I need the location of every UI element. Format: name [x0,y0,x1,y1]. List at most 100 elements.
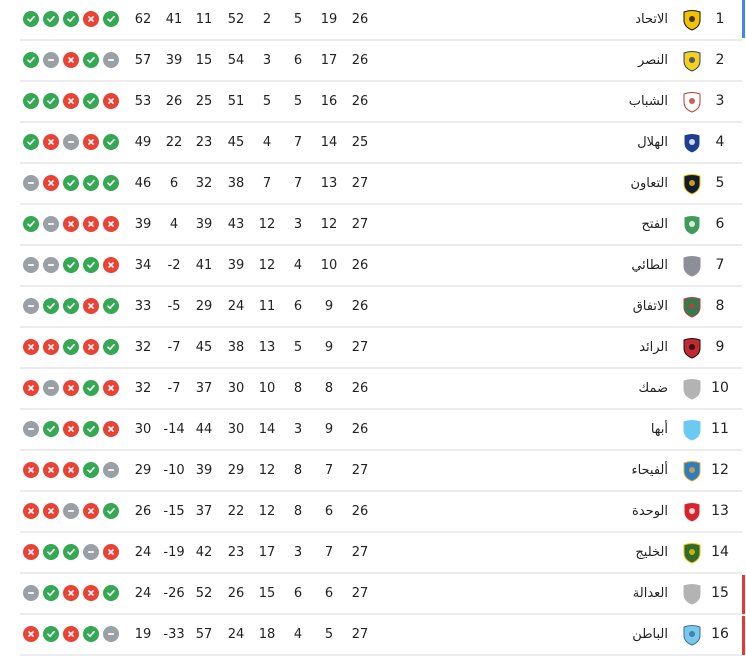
form-result-win [43,626,59,642]
team-name[interactable]: أبها [650,422,668,437]
gd-cell: -10 [163,463,185,478]
dash-icon [46,219,56,229]
form-result-win [23,52,39,68]
gf-cell: 51 [227,94,245,109]
played-cell: 26 [351,381,369,396]
team-name[interactable]: الشباب [628,94,668,109]
cross-icon [86,588,96,598]
cross-icon [26,506,36,516]
lost-cell: 18 [258,627,276,642]
lost-cell: 12 [258,217,276,232]
check-icon [106,137,116,147]
table-row[interactable]: 29 -10 39 29 12 8 7 27 ألفيحاء 12 [20,451,742,492]
drawn-cell: 8 [293,381,303,396]
won-cell: 12 [320,217,338,232]
table-row[interactable]: 30 -14 44 30 14 3 9 26 أبها 11 [20,410,742,451]
lost-cell: 2 [262,12,272,27]
relegation-zone-indicator [742,616,745,655]
check-icon [66,342,76,352]
table-row[interactable]: 53 26 25 51 5 5 16 26 الشباب 3 [20,82,742,123]
team-logo-icon [683,420,701,441]
form-result-draw [43,52,59,68]
cross-icon [46,137,56,147]
team-name[interactable]: النصر [638,53,668,68]
table-row[interactable]: 33 -5 29 24 11 6 9 26 الاتفاق 8 [20,287,742,328]
form-result-loss [103,421,119,437]
table-row[interactable]: 24 -26 52 26 15 6 6 27 العدالة 15 [20,574,742,615]
gf-cell: 29 [227,463,245,478]
team-name[interactable]: الاتفاق [632,299,668,314]
form-result-win [103,503,119,519]
team-logo-icon [683,10,701,31]
team-name[interactable]: الاتحاد [635,12,668,27]
form-result-loss [83,216,99,232]
form-result-draw [43,216,59,232]
team-name[interactable]: الخليج [635,545,668,560]
team-name[interactable]: الرائد [639,340,668,355]
table-row[interactable]: 32 -7 37 30 10 8 8 26 ضمك 10 [20,369,742,410]
cross-icon [46,178,56,188]
form-result-win [83,52,99,68]
table-row[interactable]: 32 -7 45 38 13 5 9 27 الرائد 9 [20,328,742,369]
form-result-win [63,257,79,273]
check-icon [26,14,36,24]
team-logo-icon [683,543,701,564]
cross-icon [46,506,56,516]
table-row[interactable]: 57 39 15 54 3 6 17 26 النصر 2 [20,41,742,82]
cross-icon [46,342,56,352]
cross-icon [26,629,36,639]
team-name[interactable]: الوحدة [632,504,668,519]
drawn-cell: 5 [293,94,303,109]
played-cell: 27 [351,176,369,191]
lost-cell: 14 [258,422,276,437]
form-result-win [43,544,59,560]
form-result-win [103,585,119,601]
team-logo-icon [683,584,701,605]
form-result-loss [63,421,79,437]
gf-cell: 22 [227,504,245,519]
drawn-cell: 3 [293,422,303,437]
table-row[interactable]: 19 -33 57 24 18 4 5 27 الباطن 16 [20,615,742,656]
form-result-draw [43,257,59,273]
points-cell: 49 [134,135,152,150]
team-name[interactable]: التعاون [630,176,668,191]
check-icon [66,178,76,188]
check-icon [106,178,116,188]
table-row[interactable]: 46 6 32 38 7 7 13 27 التعاون 5 [20,164,742,205]
played-cell: 26 [351,258,369,273]
table-row[interactable]: 34 -2 41 39 12 4 10 26 الطائي 7 [20,246,742,287]
team-name[interactable]: ألفيحاء [631,463,668,478]
table-row[interactable]: 24 -19 42 23 17 3 7 27 الخليج 14 [20,533,742,574]
team-name[interactable]: الهلال [637,135,668,150]
form-result-draw [63,134,79,150]
team-name[interactable]: الباطن [632,627,668,642]
drawn-cell: 4 [293,258,303,273]
form-result-loss [103,544,119,560]
team-name[interactable]: العدالة [632,586,668,601]
team-name[interactable]: الفتح [641,217,668,232]
rank: 12 [711,462,729,478]
table-row[interactable]: 26 -15 37 22 12 8 6 26 الوحدة 13 [20,492,742,533]
lost-cell: 4 [262,135,272,150]
lost-cell: 3 [262,53,272,68]
rank: 11 [711,421,729,437]
team-name[interactable]: ضمك [638,381,668,396]
form-result-win [83,257,99,273]
table-row[interactable]: 39 4 39 43 12 3 12 27 الفتح 6 [20,205,742,246]
table-row[interactable]: 62 41 11 52 2 5 19 26 الاتحاد 1 [20,0,742,41]
drawn-cell: 6 [293,53,303,68]
drawn-cell: 6 [293,586,303,601]
form-result-loss [83,503,99,519]
cross-icon [66,96,76,106]
form-result-win [83,175,99,191]
team-name[interactable]: الطائي [631,258,668,273]
team-logo-icon [683,215,701,236]
form-result-loss [63,93,79,109]
form-result-loss [103,216,119,232]
form-result-win [103,134,119,150]
cross-icon [66,219,76,229]
ga-cell: 37 [195,504,213,519]
won-cell: 10 [320,258,338,273]
table-row[interactable]: 49 22 23 45 4 7 14 25 الهلال 4 [20,123,742,164]
lost-cell: 15 [258,586,276,601]
